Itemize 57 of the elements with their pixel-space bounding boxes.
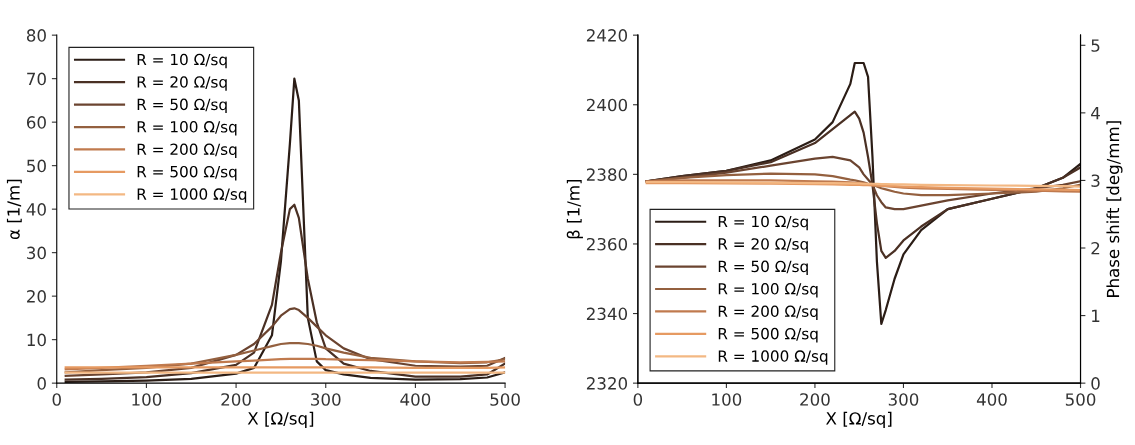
legend-label: R = 1000 Ω/sq <box>137 188 247 203</box>
line-series <box>64 77 506 383</box>
line-series <box>64 203 506 381</box>
y-tick-label: 20 <box>27 290 46 303</box>
x-axis-title: X [Ω/sq] <box>247 411 314 428</box>
x-tick-label: 300 <box>888 393 919 406</box>
legend-label: R = 20 Ω/sq <box>137 76 227 91</box>
y-tick-label: 2420 <box>586 29 628 42</box>
legend-label: R = 100 Ω/sq <box>718 283 818 298</box>
y-tick-label: 2340 <box>586 307 628 321</box>
y-tick-label: 2400 <box>586 98 628 112</box>
y-axis-title: α [1/m] <box>6 179 22 240</box>
legend-label: R = 200 Ω/sq <box>137 143 237 158</box>
y-tick-label: 30 <box>27 246 46 260</box>
y2-tick-label: 5 <box>1091 39 1100 52</box>
legend-label: R = 20 Ω/sq <box>718 238 808 253</box>
x-tick-label: 0 <box>52 393 61 406</box>
legend-label: R = 50 Ω/sq <box>718 260 808 276</box>
x-tick-label: 500 <box>490 393 520 406</box>
line-series <box>64 307 506 377</box>
line-series <box>64 357 506 371</box>
x-tick-label: 500 <box>1065 393 1096 406</box>
x-axis-title: X [Ω/sq] <box>826 411 892 428</box>
x-tick-label: 100 <box>132 393 162 406</box>
y-axis-title: β [1/m] <box>566 179 583 239</box>
y-tick-label: 80 <box>26 29 46 42</box>
y2-tick-label: 3 <box>1091 174 1100 187</box>
x-tick-label: 400 <box>976 393 1007 406</box>
x-tick-label: 100 <box>712 393 742 406</box>
y-tick-label: 40 <box>26 203 46 216</box>
y-tick-label: 10 <box>27 333 46 347</box>
legend-label: R = 500 Ω/sq <box>137 165 237 181</box>
x-tick-label: 400 <box>400 393 431 406</box>
y2-tick-label: 0 <box>1091 377 1100 390</box>
y-tick-label: 50 <box>27 159 46 173</box>
legend-label: R = 10 Ω/sq <box>718 215 808 231</box>
legend-label: R = 10 Ω/sq <box>137 53 227 69</box>
x-tick-label: 300 <box>311 393 341 406</box>
legend-label: R = 50 Ω/sq <box>137 98 227 114</box>
y-tick-label: 0 <box>37 377 46 390</box>
y2-tick-label: 1 <box>1092 309 1100 322</box>
x-tick-label: 200 <box>221 393 251 406</box>
y2-axis-title: Phase shift [deg/mm] <box>1106 121 1123 297</box>
legend-label: R = 200 Ω/sq <box>718 305 818 320</box>
legend-label: R = 500 Ω/sq <box>718 327 818 343</box>
line-series <box>645 110 1081 259</box>
x-tick-label: 0 <box>633 393 643 406</box>
x-tick-label: 200 <box>800 393 830 406</box>
y-tick-label: 70 <box>27 72 46 86</box>
y-tick-label: 60 <box>26 116 46 129</box>
y2-tick-label: 2 <box>1091 241 1100 255</box>
y-tick-label: 2380 <box>586 168 628 181</box>
y-tick-label: 2360 <box>586 237 628 251</box>
legend-label: R = 100 Ω/sq <box>137 121 237 136</box>
y-tick-label: 2320 <box>586 377 628 390</box>
legend-label: R = 1000 Ω/sq <box>718 350 828 365</box>
y2-tick-label: 4 <box>1091 107 1100 120</box>
